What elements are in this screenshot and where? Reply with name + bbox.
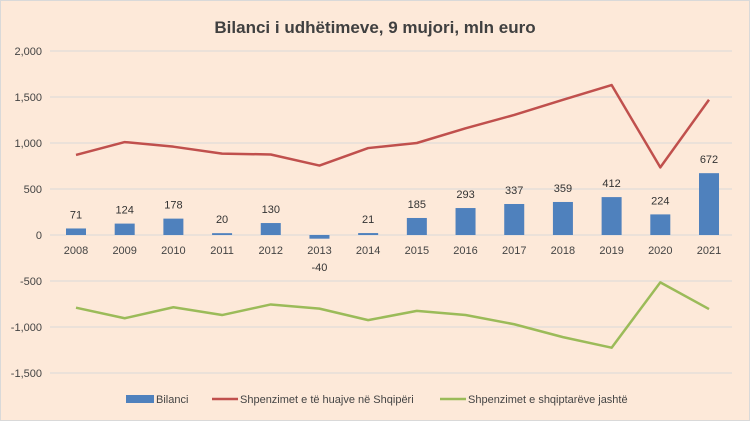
legend-swatch-bilanci — [126, 395, 154, 403]
bar-2017 — [504, 203, 525, 235]
x-tick-label: 2013 — [307, 245, 331, 257]
x-tick-label: 2011 — [210, 245, 234, 257]
bar-2010 — [163, 218, 184, 235]
x-tick-label: 2016 — [453, 245, 477, 257]
data-label: 412 — [602, 178, 620, 190]
y-tick-label: -500 — [20, 276, 42, 288]
bar-2009 — [114, 223, 135, 235]
x-tick-label: 2012 — [259, 245, 283, 257]
line-series-2 — [75, 281, 710, 349]
bar-2013 — [309, 235, 330, 239]
bar-2019 — [601, 197, 622, 235]
x-tick-label: 2010 — [161, 245, 185, 257]
data-label: 130 — [262, 204, 280, 216]
legend-label: Shpenzimet e të huajve në Shqipëri — [240, 394, 414, 406]
legend-label: Shpenzimet e shqiptarëve jashtë — [468, 394, 628, 406]
bar-2021 — [699, 173, 719, 235]
bar-2014 — [358, 233, 379, 235]
y-tick-label: -1,000 — [11, 322, 42, 334]
data-label: 124 — [116, 205, 134, 217]
data-label: 337 — [505, 185, 523, 197]
y-tick-label: -1,500 — [11, 368, 42, 380]
bar-2011 — [212, 233, 233, 235]
data-label: -40 — [312, 262, 328, 274]
data-label: 71 — [70, 209, 82, 221]
data-label: 224 — [651, 195, 669, 207]
data-label: 20 — [216, 214, 228, 226]
data-label: 293 — [456, 189, 474, 201]
data-label: 178 — [164, 200, 182, 212]
legend-label: Bilanci — [156, 394, 188, 406]
x-tick-label: 2009 — [112, 245, 136, 257]
x-tick-label: 2008 — [64, 245, 88, 257]
data-label: 185 — [408, 199, 426, 211]
bar-2012 — [260, 223, 281, 235]
x-tick-label: 2020 — [648, 245, 672, 257]
y-tick-label: 2,000 — [14, 46, 42, 58]
data-label: 359 — [554, 183, 572, 195]
x-tick-label: 2015 — [405, 245, 429, 257]
bar-2015 — [406, 217, 427, 235]
y-tick-label: 1,000 — [14, 138, 42, 150]
line-series-1 — [75, 83, 711, 169]
x-tick-label: 2014 — [356, 245, 380, 257]
x-tick-label: 2021 — [697, 245, 721, 257]
data-label: 672 — [700, 154, 718, 166]
chart-title: Bilanci i udhëtimeve, 9 mujori, mln euro — [214, 18, 535, 37]
y-tick-label: 0 — [36, 230, 42, 242]
data-label: 21 — [362, 214, 374, 226]
y-tick-label: 1,500 — [14, 92, 42, 104]
x-tick-label: 2017 — [502, 245, 526, 257]
bar-2008 — [66, 228, 86, 235]
x-tick-label: 2018 — [551, 245, 575, 257]
x-tick-label: 2019 — [599, 245, 623, 257]
bar-2018 — [552, 201, 573, 235]
y-tick-label: 500 — [24, 184, 42, 196]
bar-2016 — [455, 208, 476, 235]
bar-2020 — [650, 214, 671, 235]
